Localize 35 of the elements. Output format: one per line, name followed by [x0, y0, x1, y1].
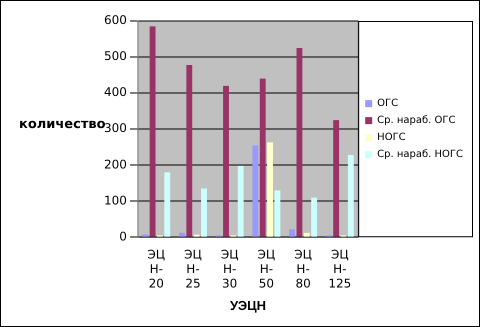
bar — [260, 78, 266, 237]
y-tick-label: 200 — [104, 157, 127, 172]
bar — [186, 64, 192, 237]
bar — [164, 172, 170, 237]
legend-label: Ср. нараб. ОГС — [377, 115, 456, 126]
bar — [348, 155, 354, 237]
bar — [238, 166, 244, 237]
x-tick-label: ЭЦН-50 — [258, 248, 276, 290]
x-tick-label: ЭЦН-80 — [294, 248, 312, 290]
bar — [311, 198, 318, 237]
bar — [333, 120, 340, 237]
x-tick-label: ЭЦН-30 — [220, 248, 239, 290]
y-axis-title: количество — [19, 117, 106, 132]
bar — [289, 229, 296, 237]
bar — [179, 232, 185, 237]
bar — [223, 86, 229, 237]
x-tick-label: ЭЦН-20 — [147, 248, 166, 290]
bar — [252, 145, 258, 237]
y-tick-label: 400 — [104, 85, 127, 100]
x-axis-title: УЭЦН — [230, 298, 266, 313]
y-tick-label: 600 — [104, 13, 127, 28]
y-tick-label: 100 — [104, 193, 127, 208]
legend-label: Ср. нараб. НОГС — [377, 149, 464, 160]
bar — [267, 142, 274, 237]
bar — [274, 190, 280, 237]
y-tick-label: 300 — [104, 121, 127, 136]
legend-label: НОГС — [377, 132, 406, 144]
legend-label: ОГС — [377, 98, 398, 110]
bar — [296, 48, 302, 237]
y-tick-label: 0 — [119, 229, 127, 244]
bar — [150, 26, 156, 237]
bar — [201, 188, 207, 237]
y-tick-label: 500 — [104, 49, 127, 64]
x-tick-label: ЭЦН-25 — [184, 248, 202, 290]
x-tick-label: ЭЦН-125 — [328, 248, 352, 290]
